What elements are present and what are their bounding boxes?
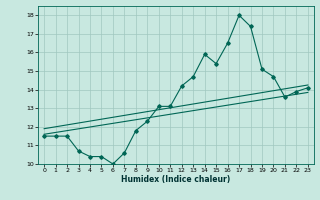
X-axis label: Humidex (Indice chaleur): Humidex (Indice chaleur) — [121, 175, 231, 184]
